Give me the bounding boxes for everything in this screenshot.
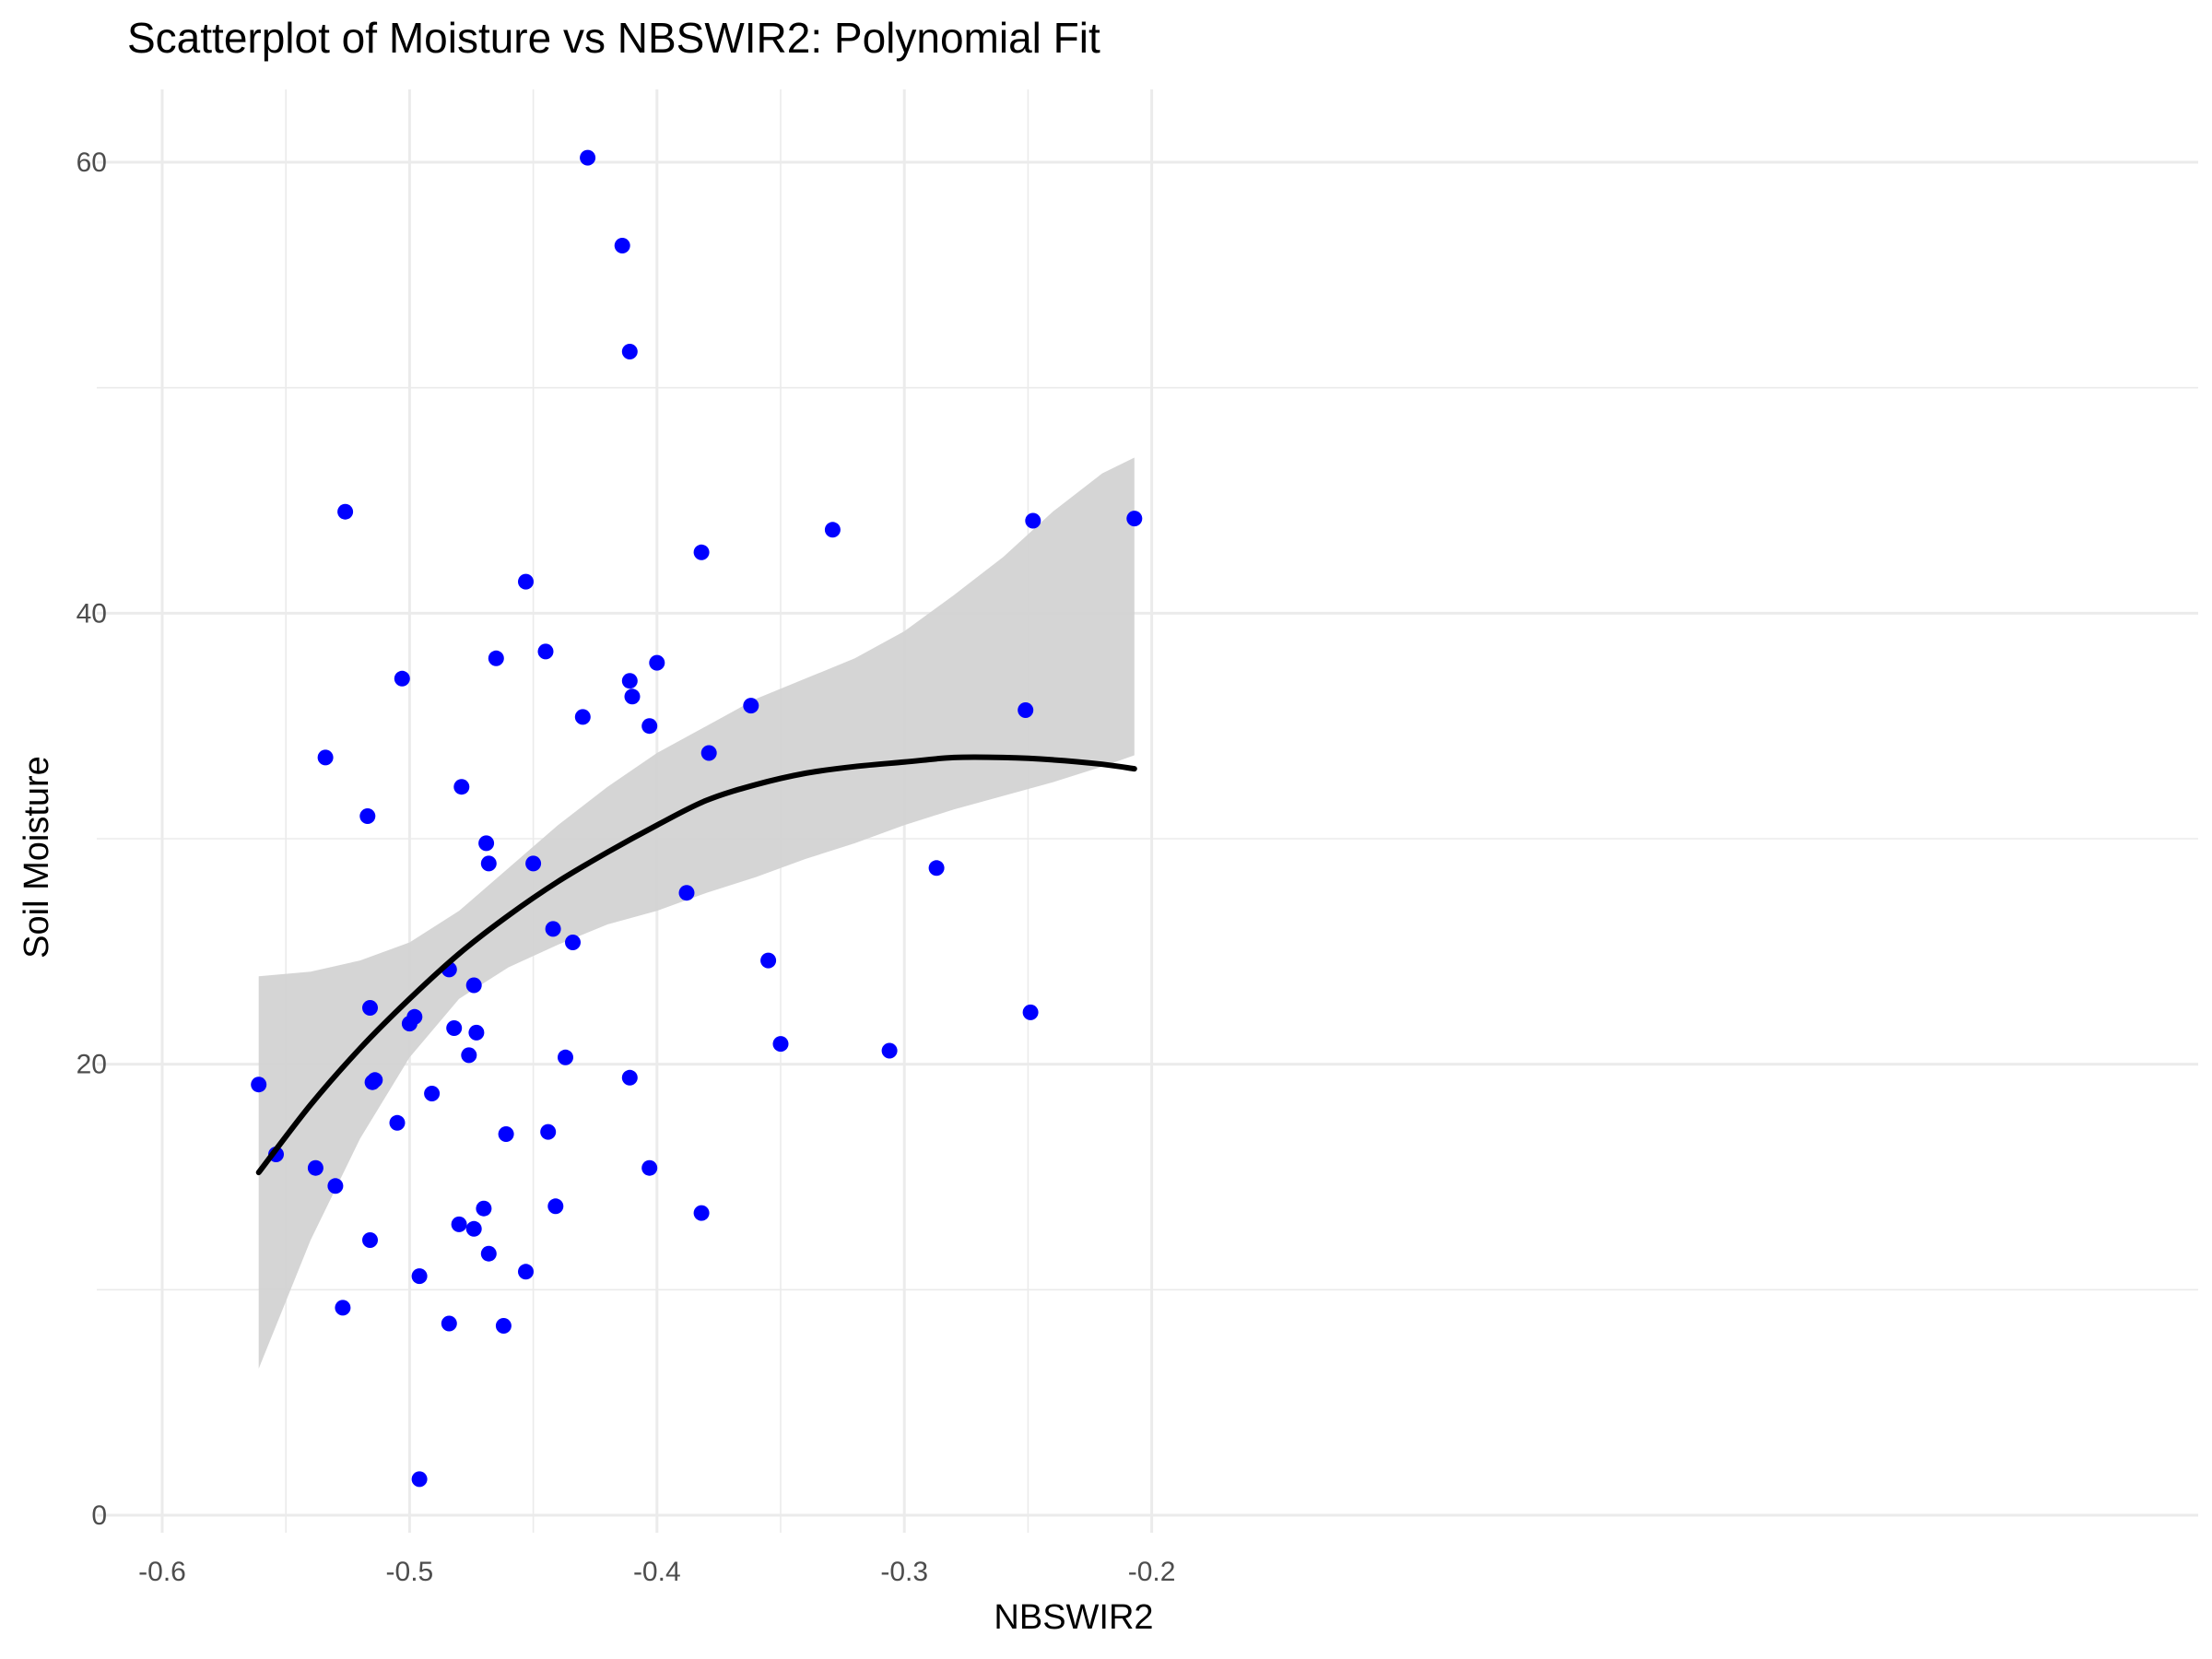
data-point: [928, 860, 945, 877]
data-point: [624, 688, 641, 705]
data-point: [411, 1471, 428, 1488]
data-point: [441, 1315, 457, 1332]
data-point: [760, 952, 777, 969]
data-point: [545, 921, 561, 937]
x-tick-label: -0.3: [880, 1557, 928, 1587]
data-point: [337, 503, 354, 520]
data-point: [621, 673, 638, 689]
y-tick-label: 60: [76, 147, 107, 178]
data-point: [772, 1036, 789, 1053]
data-point: [1022, 1004, 1039, 1020]
data-point: [580, 149, 596, 166]
data-point: [518, 1264, 534, 1280]
data-point: [335, 1300, 351, 1316]
data-point: [641, 1159, 658, 1176]
data-point: [465, 1220, 482, 1237]
x-tick-label: -0.2: [1128, 1557, 1176, 1587]
data-point: [649, 654, 665, 671]
data-point: [453, 779, 470, 795]
data-point: [465, 977, 482, 994]
y-tick-labels: 0 20 40 60: [76, 147, 107, 1531]
confidence-band: [258, 457, 1135, 1369]
data-point: [547, 1198, 564, 1215]
data-point: [1126, 511, 1143, 527]
x-tick-label: -0.4: [633, 1557, 681, 1587]
data-point: [446, 1020, 463, 1036]
data-point: [480, 855, 497, 872]
data-point: [614, 238, 630, 253]
data-point: [307, 1159, 324, 1176]
y-tick-label: 40: [76, 598, 107, 629]
data-point: [693, 544, 710, 560]
x-tick-label: -0.5: [386, 1557, 434, 1587]
data-point: [362, 1000, 378, 1016]
data-point: [558, 1049, 573, 1065]
data-point: [678, 885, 695, 901]
data-point: [488, 650, 504, 666]
x-axis-title: NBSWIR2: [994, 1598, 1153, 1637]
data-point: [498, 1126, 514, 1142]
data-point: [743, 698, 759, 714]
data-point: [565, 935, 581, 950]
data-point: [1018, 702, 1034, 718]
data-point: [480, 1245, 497, 1262]
data-point: [574, 709, 591, 725]
data-point: [461, 1047, 477, 1064]
data-point: [451, 1216, 467, 1232]
data-point: [824, 522, 841, 538]
data-point: [693, 1205, 710, 1221]
data-point: [476, 1200, 492, 1217]
data-point: [1025, 512, 1041, 529]
y-tick-label: 20: [76, 1050, 107, 1080]
data-point: [411, 1268, 428, 1285]
y-axis-title: Soil Moisture: [18, 756, 56, 959]
data-point: [700, 745, 717, 761]
data-point: [495, 1318, 512, 1334]
data-point: [621, 1069, 638, 1086]
data-point: [367, 1072, 383, 1088]
data-point: [468, 1024, 485, 1041]
data-point: [525, 855, 542, 872]
data-point: [518, 573, 534, 590]
data-point: [394, 670, 410, 687]
x-tick-labels: -0.6 -0.5 -0.4 -0.3 -0.2: [138, 1557, 1175, 1587]
data-points: [251, 149, 1143, 1488]
data-point: [362, 1232, 378, 1248]
data-point: [621, 344, 638, 359]
data-point: [540, 1124, 557, 1140]
chart-title: Scatterplot of Moisture vs NBSWIR2: Poly…: [127, 14, 1100, 62]
data-point: [424, 1086, 441, 1101]
x-tick-label: -0.6: [138, 1557, 186, 1587]
data-point: [537, 643, 554, 660]
grid-lines: [97, 89, 2198, 1533]
data-point: [359, 808, 376, 824]
y-tick-label: 0: [91, 1500, 107, 1531]
data-point: [317, 749, 334, 766]
polynomial-fit-line: [255, 754, 1137, 1176]
data-point: [406, 1008, 423, 1025]
data-point: [641, 718, 658, 735]
data-point: [881, 1042, 898, 1059]
data-point: [251, 1077, 267, 1093]
data-point: [478, 835, 495, 852]
data-point: [327, 1178, 344, 1194]
data-point: [389, 1114, 406, 1131]
